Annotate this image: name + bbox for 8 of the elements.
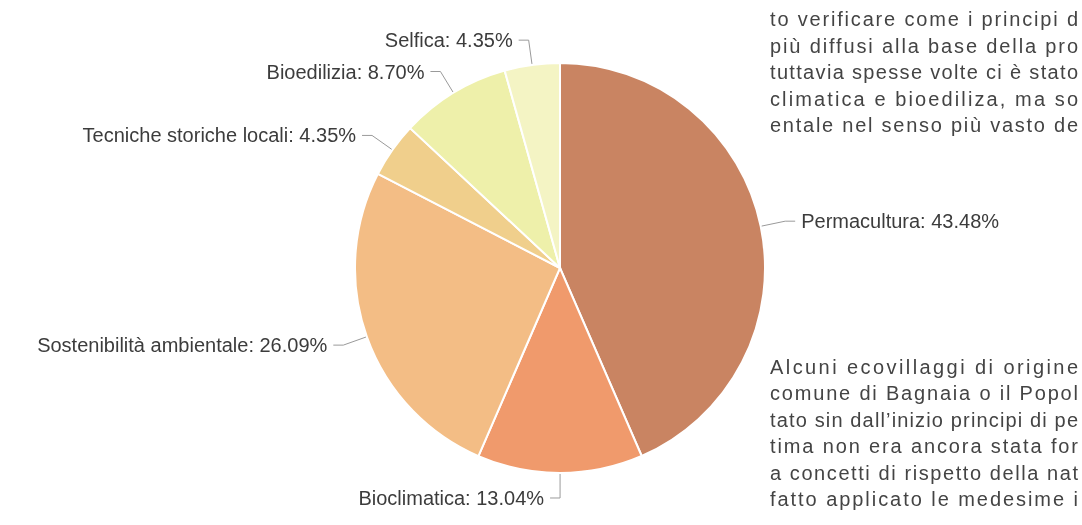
slice-label: Sostenibilità ambientale: 26.09% <box>37 334 328 357</box>
text: to verificare come i principi d più diffusi alla base della pro tuttavia spesse volte ci è stato climatica e bioediliza, ma so entale nel senso più vasto de <box>770 8 1078 136</box>
slice-label: Tecniche storiche locali: 4.35% <box>82 124 357 147</box>
slice-label: Selfica: 4.35% <box>384 29 513 52</box>
slice-label: Bioclimatica: 13.04% <box>358 487 545 509</box>
slice-label: Permacultura: 43.48% <box>801 210 1000 233</box>
slice-label: Bioedilizia: 8.70% <box>266 60 425 83</box>
text: Alcuni ecovillaggi di origine comune di Bagnaia o il Popol tato sin dall’inizio principi di pe tima non era ancora stata for a concetti di rispetto della nat fatto applicato le medesime i <box>770 355 1079 510</box>
